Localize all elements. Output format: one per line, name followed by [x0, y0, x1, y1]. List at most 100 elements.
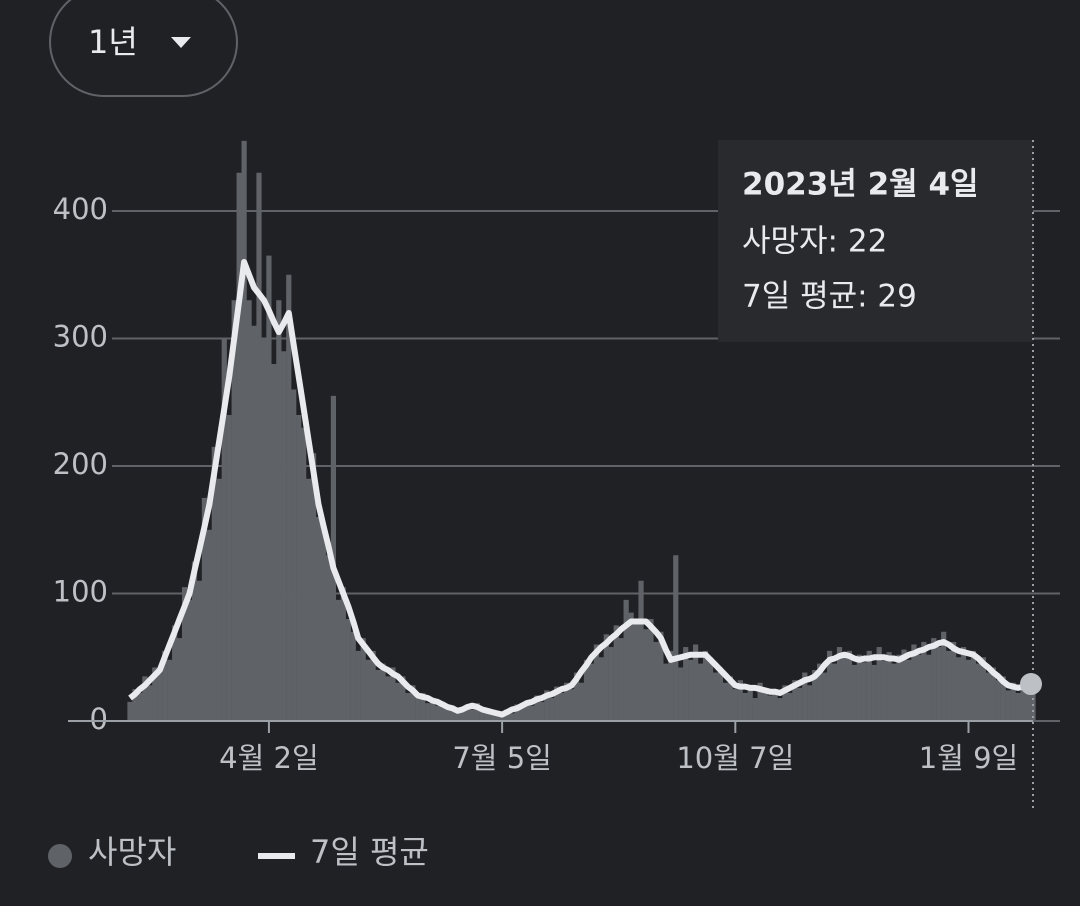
bar: [866, 650, 872, 721]
bar: [385, 676, 391, 721]
bar: [201, 497, 208, 721]
legend-label: 7일 평균: [310, 833, 429, 871]
bar: [831, 663, 838, 721]
bar: [817, 663, 823, 721]
bar: [906, 659, 912, 721]
x-tick-label: 10월 7일: [676, 741, 794, 775]
bar: [613, 625, 619, 721]
legend: 사망자 7일 평균: [48, 833, 429, 871]
bar: [697, 663, 704, 721]
range-label[interactable]: 1년: [88, 23, 138, 61]
bar: [757, 682, 763, 721]
bar: [931, 638, 937, 721]
bar: [444, 709, 451, 721]
bar: [965, 659, 972, 721]
bar: [653, 641, 659, 721]
bar: [464, 704, 470, 721]
hover-dot: [1020, 673, 1042, 696]
bar: [995, 680, 1001, 721]
bar: [291, 389, 297, 721]
bar: [390, 667, 396, 721]
tooltip-line: 7일 평균: 29: [742, 279, 917, 315]
bar: [980, 657, 986, 721]
bar: [489, 714, 495, 721]
bar: [762, 687, 768, 721]
bar: [702, 650, 709, 721]
bar: [1005, 690, 1011, 721]
bar: [707, 657, 714, 721]
x-tick-label: 1월 9일: [919, 741, 1018, 775]
bar: [1030, 692, 1036, 721]
bar: [301, 427, 307, 721]
legend-swatch: [48, 844, 72, 868]
tooltip-date: 2023년 2월 4일: [742, 167, 979, 203]
lines: [128, 259, 1034, 718]
bar: [836, 647, 843, 721]
bar: [916, 654, 922, 721]
bar: [797, 687, 803, 721]
bar: [678, 667, 684, 721]
bar: [921, 641, 927, 721]
bar: [822, 672, 828, 721]
bar: [365, 659, 371, 721]
bar: [281, 351, 287, 721]
bar: [479, 712, 485, 721]
bar: [196, 580, 203, 721]
bar: [325, 555, 332, 721]
bar: [147, 685, 153, 721]
bar: [722, 682, 728, 721]
hover-layer: [1020, 673, 1042, 696]
bar: [688, 659, 694, 721]
bar: [1010, 682, 1016, 721]
dropdown-arrow[interactable]: [171, 37, 191, 48]
bar: [1015, 692, 1021, 721]
bar: [693, 644, 699, 721]
bar: [152, 667, 158, 721]
bar: [970, 650, 977, 721]
bar: [673, 555, 679, 721]
bar: [246, 300, 252, 721]
bar: [772, 689, 778, 721]
bar: [896, 654, 902, 721]
bar: [985, 672, 991, 721]
bar: [583, 659, 590, 721]
bar: [946, 650, 952, 721]
bar: [573, 672, 580, 721]
bar: [256, 172, 262, 721]
bar: [167, 659, 173, 721]
legend-label: 사망자: [88, 833, 176, 871]
range-button[interactable]: [49, 0, 238, 97]
bar: [206, 529, 212, 721]
bar: [380, 663, 386, 721]
bar: [747, 685, 753, 721]
bar: [926, 654, 932, 721]
bar: [474, 703, 480, 721]
bar: [191, 561, 198, 721]
bar: [1020, 680, 1026, 721]
bar: [231, 300, 237, 721]
bar: [598, 657, 604, 721]
x-tick-label: 4월 2일: [219, 741, 318, 775]
bar: [350, 631, 356, 721]
bar: [807, 685, 813, 721]
bar: [727, 676, 733, 721]
tooltip: 2023년 2월 4일 사망자: 22 7일 평균: 29: [718, 140, 1033, 342]
bar: [315, 517, 322, 721]
tooltip-box: [718, 140, 1033, 342]
bar: [211, 446, 217, 721]
bar: [405, 692, 411, 721]
bar: [454, 713, 461, 721]
bar: [534, 695, 540, 721]
bar: [241, 140, 247, 721]
bar: [648, 619, 654, 721]
bar: [593, 644, 599, 721]
bar: [251, 325, 257, 721]
bar: [459, 708, 466, 721]
bar: [712, 672, 719, 721]
bar: [732, 689, 738, 721]
bar: [559, 692, 565, 721]
bar: [415, 698, 421, 721]
bar: [400, 676, 406, 721]
bar: [941, 631, 947, 721]
bar: [554, 686, 560, 721]
